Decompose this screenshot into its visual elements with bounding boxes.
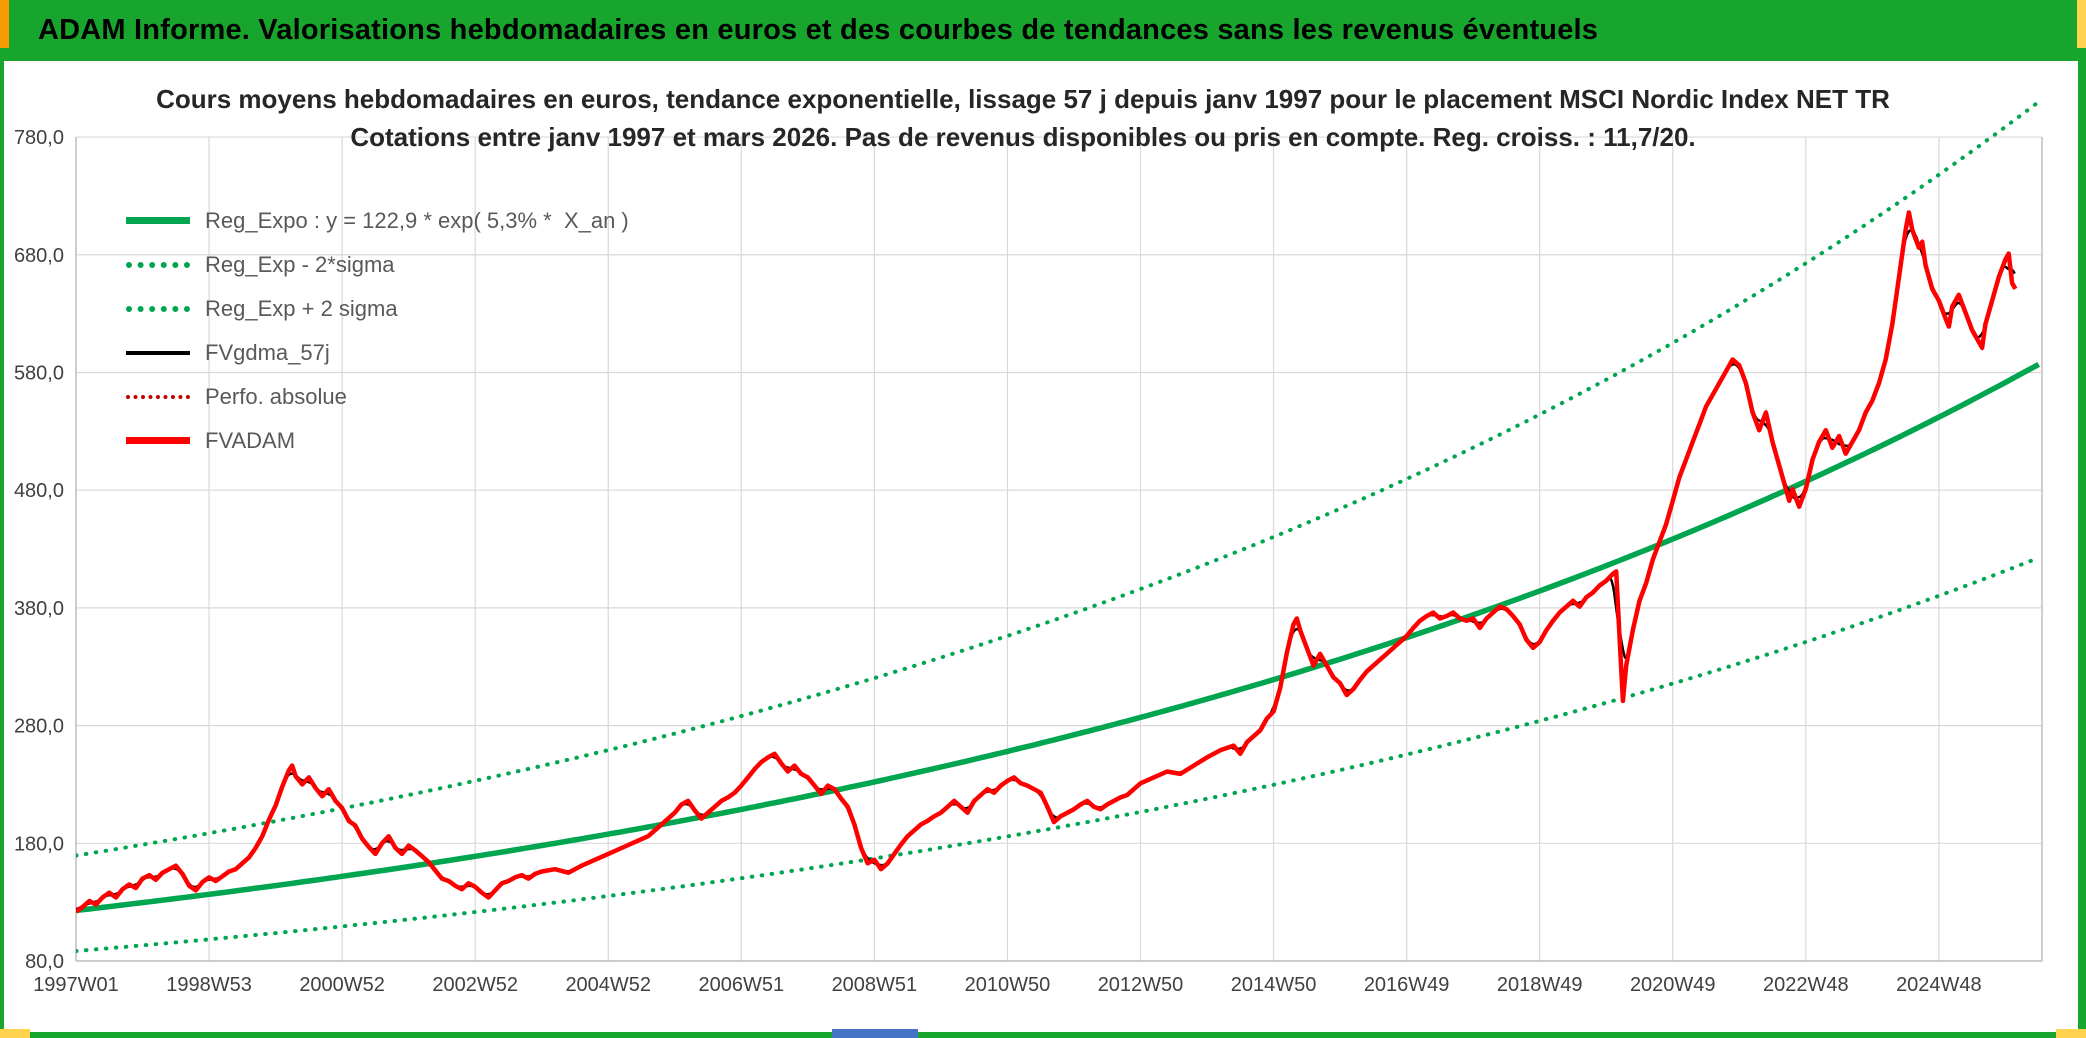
x-tick-label: 2008W51 — [832, 974, 918, 996]
x-tick-label: 1998W53 — [166, 974, 252, 996]
chart-title: Cours moyens hebdomadaires en euros, ten… — [156, 84, 1890, 114]
y-tick-label: 380,0 — [14, 598, 64, 620]
y-tick-label: 680,0 — [14, 245, 64, 267]
chart-subtitle: Cotations entre janv 1997 et mars 2026. … — [350, 122, 1696, 152]
legend-item-reg-expo: Reg_Expo : y = 122,9 * exp( 5,3% * X_an … — [126, 207, 629, 234]
accent-bottom-right — [2056, 1029, 2086, 1038]
x-tick-label: 2020W49 — [1630, 974, 1716, 996]
legend-label-fvgdma: FVgdma_57j — [205, 339, 330, 365]
x-tick-label: 2024W48 — [1896, 974, 1982, 996]
reg-plus-2sigma-line-sample — [126, 305, 190, 312]
reg-expo-line — [76, 361, 2041, 914]
x-tick-label: 2004W52 — [565, 974, 651, 996]
y-tick-label: 580,0 — [14, 362, 64, 384]
x-tick-label: 2018W49 — [1497, 974, 1583, 996]
accent-bottom-left — [0, 1029, 30, 1038]
fvgdma-line-sample — [126, 350, 190, 355]
x-tick-label: 2022W48 — [1763, 974, 1849, 996]
reg-minus-2sigma-line — [76, 555, 2041, 953]
y-tick-label: 180,0 — [14, 833, 64, 855]
reg-expo-line-sample — [126, 217, 190, 224]
legend-item-fvadam: FVADAM — [126, 427, 629, 454]
reg-plus-2sigma-line — [76, 99, 2041, 858]
header-title: ADAM Informe. Valorisations hebdomadaire… — [38, 14, 1599, 46]
x-tick-label: 2000W52 — [299, 974, 385, 996]
legend-item-fvgdma: FVgdma_57j — [126, 339, 629, 366]
fvadam-line-sample — [126, 437, 190, 444]
x-tick-label: 2006W51 — [699, 974, 785, 996]
y-tick-label: 780,0 — [14, 127, 64, 149]
fvadam-line — [76, 210, 2018, 914]
x-tick-label: 2002W52 — [432, 974, 518, 996]
green-frame-right — [2078, 61, 2086, 1038]
accent-bottom-blue-bar — [832, 1029, 918, 1038]
legend-label-reg-minus-2sigma: Reg_Exp - 2*sigma — [205, 251, 395, 277]
legend-item-reg-plus-2sigma: Reg_Exp + 2 sigma — [126, 295, 629, 322]
legend-item-reg-minus-2sigma: Reg_Exp - 2*sigma — [126, 251, 629, 278]
x-tick-label: 2010W50 — [965, 974, 1051, 996]
perfo-absolue-line-sample — [126, 394, 190, 399]
accent-top-right — [2077, 0, 2086, 48]
reg-minus-2sigma-line-sample — [126, 261, 190, 268]
green-frame-left — [0, 61, 4, 1038]
legend: Reg_Expo : y = 122,9 * exp( 5,3% * X_an … — [126, 207, 629, 454]
x-tick-label: 2012W50 — [1098, 974, 1184, 996]
legend-label-fvadam: FVADAM — [205, 427, 296, 453]
legend-item-perfo-absolue: Perfo. absolue — [126, 383, 629, 410]
y-tick-label: 480,0 — [14, 480, 64, 502]
x-tick-label: 1997W01 — [33, 974, 119, 996]
x-tick-label: 2016W49 — [1364, 974, 1450, 996]
accent-top-left — [0, 0, 9, 48]
x-tick-label: 2014W50 — [1231, 974, 1317, 996]
y-tick-label: 80,0 — [25, 951, 64, 973]
header-banner: ADAM Informe. Valorisations hebdomadaire… — [0, 0, 2086, 61]
legend-label-reg-expo: Reg_Expo : y = 122,9 * exp( 5,3% * X_an … — [205, 207, 629, 233]
legend-label-reg-plus-2sigma: Reg_Exp + 2 sigma — [205, 295, 398, 321]
y-tick-label: 280,0 — [14, 716, 64, 738]
green-frame-bottom — [0, 1032, 2086, 1038]
legend-label-perfo-absolue: Perfo. absolue — [205, 383, 347, 409]
